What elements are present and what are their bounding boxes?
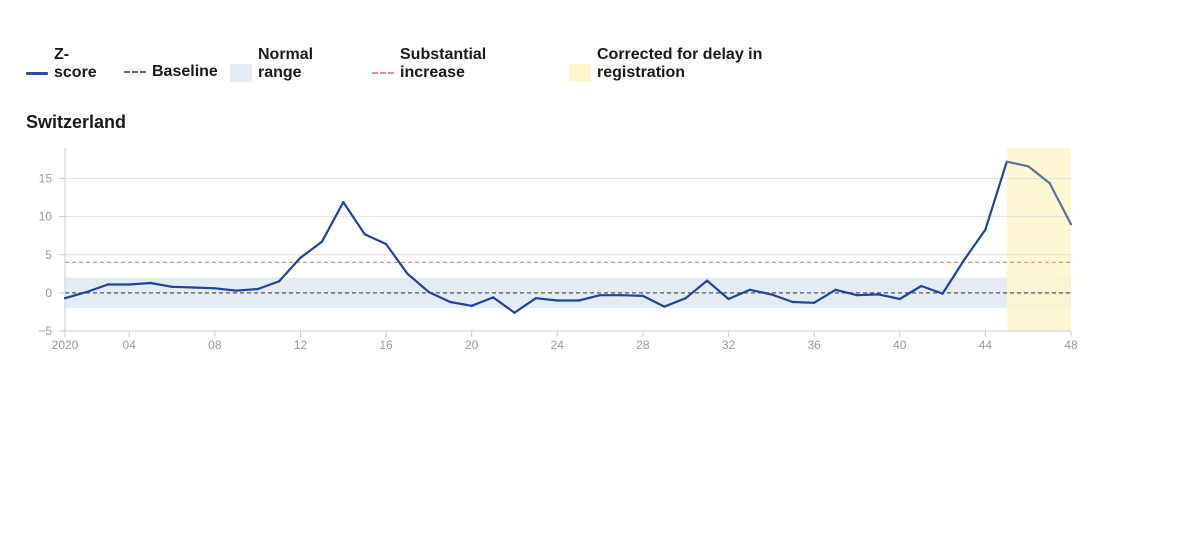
data-point [256, 287, 259, 291]
legend-corrected: Corrected for delay in registration [569, 46, 762, 82]
legend-zscore: Z- score [26, 46, 97, 82]
zscore-line-corrected [1006, 160, 1072, 225]
data-point [855, 293, 859, 297]
x-tick-label: 12 [294, 338, 308, 352]
zscore-swatch [26, 71, 48, 75]
series-layer [63, 160, 1073, 314]
x-tick-label: 24 [551, 338, 565, 352]
data-point [149, 281, 152, 285]
data-point [1005, 160, 1008, 163]
x-tick-label: 44 [979, 338, 993, 352]
data-point [491, 296, 495, 299]
data-point [620, 293, 623, 297]
data-point [342, 200, 345, 204]
data-point [962, 258, 966, 262]
baseline-swatch [124, 71, 146, 73]
y-tick-label: 0 [45, 286, 52, 300]
data-point [1069, 223, 1073, 226]
x-tick-label: 20 [465, 338, 479, 352]
data-point [470, 304, 473, 308]
x-tick-label: 36 [807, 338, 821, 352]
y-tick-label: 5 [45, 248, 52, 262]
data-point [727, 297, 730, 301]
data-point [898, 297, 901, 301]
data-point [192, 286, 195, 289]
data-point [513, 311, 516, 314]
data-point [812, 301, 816, 304]
data-point [427, 290, 431, 294]
legend-corrected-line1: Corrected for delay in [597, 46, 763, 63]
data-point [63, 297, 67, 300]
y-tick-label: 10 [39, 210, 53, 224]
x-tick-label: 48 [1064, 338, 1078, 352]
data-point [748, 288, 752, 292]
data-point [641, 294, 645, 298]
legend-zscore-line2: score [54, 64, 97, 81]
legend-normal-range-line1: Normal [258, 46, 314, 63]
legend-baseline: Baseline [124, 63, 218, 81]
data-point [235, 289, 238, 292]
corrected-swatch [569, 63, 591, 82]
gridlines-layer [65, 178, 1071, 294]
legend-baseline-label: Baseline [152, 63, 218, 80]
x-tick-label: 16 [379, 338, 393, 352]
legend-substantial-line2: increase [400, 64, 465, 81]
data-point [449, 300, 452, 304]
data-point [1048, 181, 1051, 185]
legend-normal-range-line2: range [258, 64, 302, 81]
x-tick-label: 2020 [52, 338, 79, 352]
data-point [406, 272, 409, 276]
data-point [791, 300, 794, 304]
x-tick-label: 04 [123, 338, 137, 352]
legend-substantial-increase: Substantial increase [372, 46, 486, 82]
x-tick-label: 32 [722, 338, 736, 352]
data-point [919, 284, 923, 288]
normal-range-swatch [230, 63, 252, 82]
data-point [577, 299, 580, 302]
data-point [534, 297, 538, 300]
x-tick-label: 40 [893, 338, 907, 352]
y-tick-label: 15 [39, 172, 53, 186]
tick-labels-layer: −5 0 5 10 15 2020 04 08 12 16 20 24 28 32 36 40 44 48 [38, 172, 1078, 353]
x-tick-label: 08 [208, 338, 222, 352]
legend-normal-range: Normal range [230, 46, 313, 82]
data-point [705, 279, 709, 282]
substantial-increase-swatch [372, 72, 394, 74]
data-point [170, 285, 174, 288]
data-point [85, 290, 88, 294]
data-point [684, 297, 687, 300]
data-point [106, 283, 110, 286]
chart-title: Switzerland [26, 112, 127, 132]
legend-substantial-line1: Substantial [400, 46, 487, 63]
data-point [984, 228, 987, 231]
data-point [877, 293, 880, 296]
data-point [213, 287, 217, 290]
data-point [363, 232, 366, 236]
data-point [299, 256, 302, 259]
x-tick-label: 28 [636, 338, 650, 352]
data-point [598, 293, 602, 297]
data-point [556, 299, 559, 302]
data-point [1026, 165, 1030, 168]
legend-corrected-line2: registration [597, 64, 686, 81]
data-point [320, 240, 324, 243]
data-point [663, 305, 666, 308]
axes-layer [59, 148, 1072, 337]
data-point [277, 280, 281, 283]
data-point [770, 293, 773, 296]
y-tick-label: −5 [38, 324, 52, 338]
data-point [384, 242, 388, 246]
bands-layer [65, 148, 1071, 331]
data-point [834, 288, 837, 292]
data-point [941, 292, 944, 295]
legend-zscore-line1: Z- [54, 46, 70, 63]
data-point [128, 283, 131, 286]
